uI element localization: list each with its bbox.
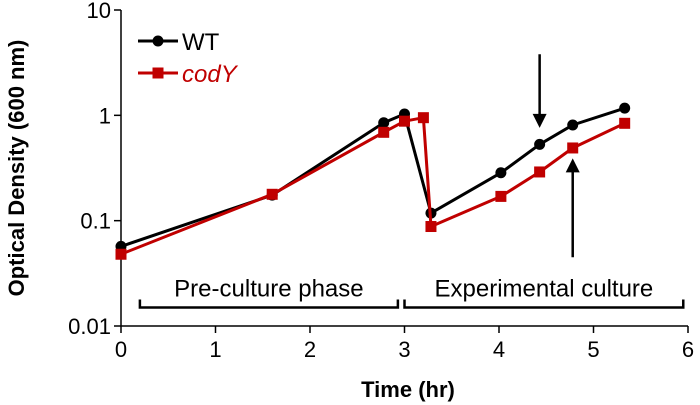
data-point-cody — [619, 117, 631, 129]
series-line-cody — [120, 116, 626, 256]
x-tick-label: 4 — [493, 337, 505, 362]
data-point-wt — [567, 119, 579, 131]
x-tick-label: 1 — [209, 337, 221, 362]
arrow-down-icon — [532, 113, 547, 128]
y-tick-label: 0.01 — [68, 314, 111, 339]
data-point-cody — [425, 221, 437, 233]
phase-bracket — [138, 299, 400, 309]
data-point-cody — [266, 188, 278, 200]
y-tick-label: 1 — [99, 103, 111, 128]
y-tick-label: 0.1 — [80, 209, 111, 234]
plot-area: 0.01 0.1 1 10 0 1 2 3 4 5 6 WT codY Pre-culture phase… — [68, 0, 694, 362]
data-point-wt — [378, 117, 390, 129]
data-point-cody — [534, 166, 546, 178]
data-point-cody — [115, 248, 127, 260]
data-point-cody — [567, 142, 579, 154]
data-point-wt — [534, 138, 546, 150]
x-tick-label: 2 — [304, 337, 316, 362]
arrow-up-icon — [565, 158, 580, 173]
x-axis-title: Time (hr) — [361, 377, 455, 402]
data-point-cody — [399, 115, 410, 127]
x-tick-label: 6 — [682, 337, 694, 362]
data-point-cody — [495, 190, 507, 202]
x-tick-label: 3 — [398, 337, 410, 362]
x-tick-label: 0 — [115, 337, 127, 362]
data-point-cody — [378, 126, 390, 138]
phase-bracket — [403, 299, 685, 309]
phase-label: Pre-culture phase — [174, 275, 363, 302]
y-axis-title: Optical Density (600 nm) — [4, 40, 29, 297]
legend-label-cody: codY — [182, 61, 239, 88]
data-point-wt — [495, 167, 507, 179]
y-tick-label: 10 — [87, 0, 111, 23]
phase-label: Experimental culture — [435, 275, 654, 302]
data-point-cody — [417, 112, 429, 124]
legend-marker-wt — [152, 35, 164, 47]
x-tick-label: 5 — [587, 337, 599, 362]
data-point-wt — [619, 102, 631, 114]
legend-marker-cody — [152, 67, 164, 79]
legend-label-wt: WT — [182, 29, 220, 56]
